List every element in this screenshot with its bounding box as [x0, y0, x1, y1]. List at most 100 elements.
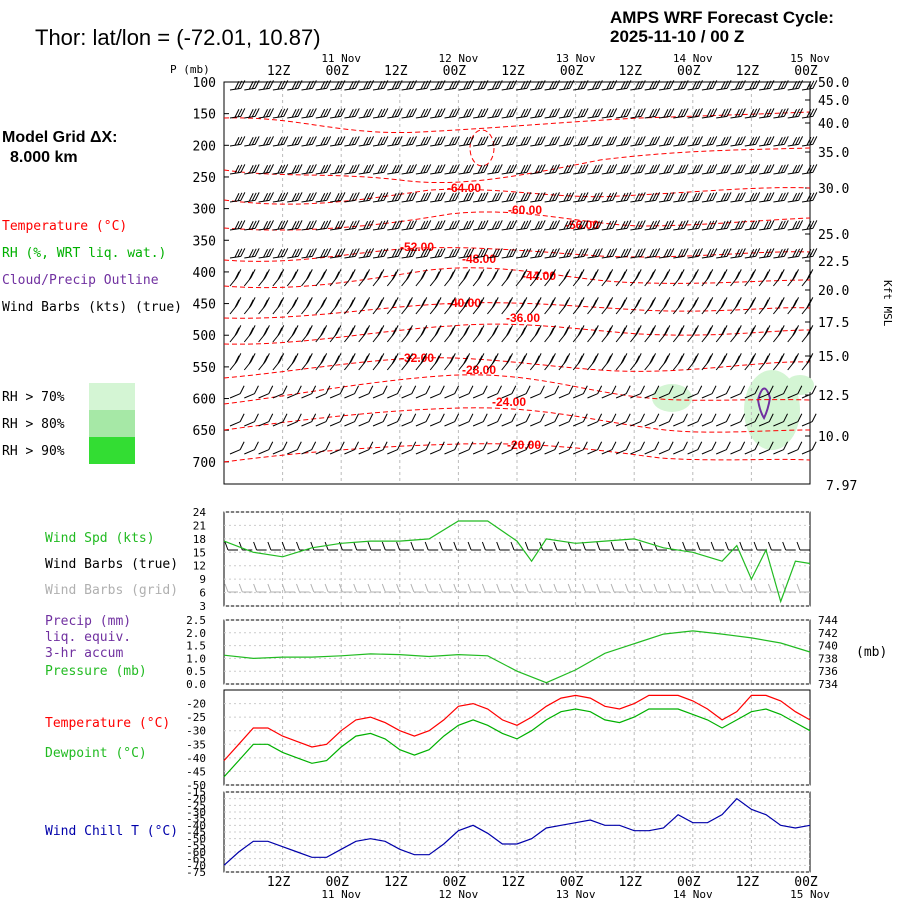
upper-wind-barb [444, 353, 456, 371]
upper-wind-barb [258, 325, 270, 343]
temperature-axis-tick-label: -45 [186, 765, 206, 778]
upper-wind-barb [344, 220, 360, 231]
barb-flag [697, 385, 703, 394]
barb-flag [711, 385, 717, 394]
barb-flag [422, 353, 428, 362]
barb-flag [652, 80, 658, 90]
upper-wind-barb [258, 269, 270, 287]
barb-flag [294, 80, 300, 90]
upper-wind-barb [715, 297, 728, 315]
upper-wind-barb [673, 248, 689, 259]
barb-staff [644, 449, 656, 455]
upper-wind-barb [544, 108, 560, 119]
barb-staff [658, 393, 670, 399]
barb-flag [626, 164, 632, 173]
barb-staff [687, 421, 698, 427]
upper-wind-barb [658, 192, 675, 203]
contour-label: -40.00 [447, 296, 481, 310]
upper-wind-barb [673, 385, 688, 399]
barb-flag [368, 413, 374, 422]
barb-flag [612, 192, 618, 201]
barb-flag [320, 271, 326, 280]
wind-chill-axis-tick-label: -25 [186, 799, 206, 812]
barb-flag [254, 136, 260, 145]
barb-flag [406, 327, 412, 336]
barb-flag [695, 164, 700, 174]
barb-flag [754, 441, 760, 450]
barb-flag [766, 80, 772, 90]
upper-wind-barb [701, 136, 718, 147]
upper-wind-barb [716, 192, 732, 203]
barb-flag [780, 136, 786, 146]
barb-flag [496, 583, 501, 593]
pressure-tick-label: 738 [818, 652, 838, 665]
barb-flag [783, 248, 789, 257]
barb-flag [269, 164, 274, 173]
barb-flag [477, 271, 483, 280]
barb-flag [250, 297, 256, 306]
barb-flag [640, 220, 646, 229]
barb-flag [306, 355, 311, 364]
barb-flag [611, 441, 617, 450]
wind-chill-axis-tick-label: -50 [186, 833, 206, 846]
barb-flag [351, 192, 357, 202]
barb-flag [806, 81, 812, 90]
barb-flag [609, 80, 615, 90]
barb-flag [740, 80, 746, 89]
barb-flag [334, 299, 340, 308]
upper-wind-barb [672, 353, 685, 371]
barb-flag [812, 80, 818, 89]
barb-staff [387, 421, 398, 427]
barb-flag [251, 192, 257, 202]
upper-wind-barb [759, 80, 775, 91]
barb-flag [251, 248, 257, 258]
barb-staff [287, 449, 298, 455]
barb-flag [311, 108, 317, 117]
barb-flag [739, 541, 744, 551]
barb-flag [269, 192, 274, 201]
barb-flag [609, 220, 615, 230]
barb-flag [649, 327, 655, 336]
barb-flag [737, 136, 743, 146]
upper-wind-barb [787, 413, 803, 427]
upper-wind-barb [444, 136, 460, 147]
barb-flag [234, 327, 240, 336]
barb-flag [580, 248, 586, 258]
barb-flag [437, 108, 443, 118]
barb-flag [277, 109, 283, 118]
barb-flag [811, 441, 817, 450]
barb-flag [663, 221, 669, 230]
upper-wind-barb [673, 413, 688, 427]
barb-staff [658, 449, 670, 455]
barb-flag [682, 413, 688, 422]
barb-flag [640, 80, 646, 89]
barb-flag [439, 583, 443, 593]
barb-flag [509, 80, 515, 90]
upper-wind-barb [501, 220, 518, 231]
barb-flag [720, 165, 726, 174]
surface-wind-barb [253, 541, 267, 551]
legend-temperature-lower: Temperature (°C) [45, 716, 170, 731]
barb-staff [301, 449, 312, 455]
barb-flag [277, 165, 283, 174]
barb-flag [240, 164, 246, 173]
barb-flag [440, 136, 446, 145]
upper-wind-barb [372, 136, 389, 147]
barb-flag [480, 220, 486, 230]
barb-flag [708, 353, 714, 362]
barb-flag [323, 164, 329, 174]
barb-flag [391, 193, 397, 202]
barb-flag [307, 269, 313, 278]
barb-flag [666, 80, 672, 90]
upper-wind-barb [744, 269, 757, 287]
barb-flag [394, 220, 400, 230]
barb-staff [472, 393, 484, 399]
barb-flag [654, 385, 660, 394]
barb-flag [666, 136, 672, 146]
barb-staff [501, 421, 513, 427]
barb-flag [622, 353, 628, 362]
barb-flag [348, 299, 354, 308]
upper-wind-barb [315, 80, 332, 91]
